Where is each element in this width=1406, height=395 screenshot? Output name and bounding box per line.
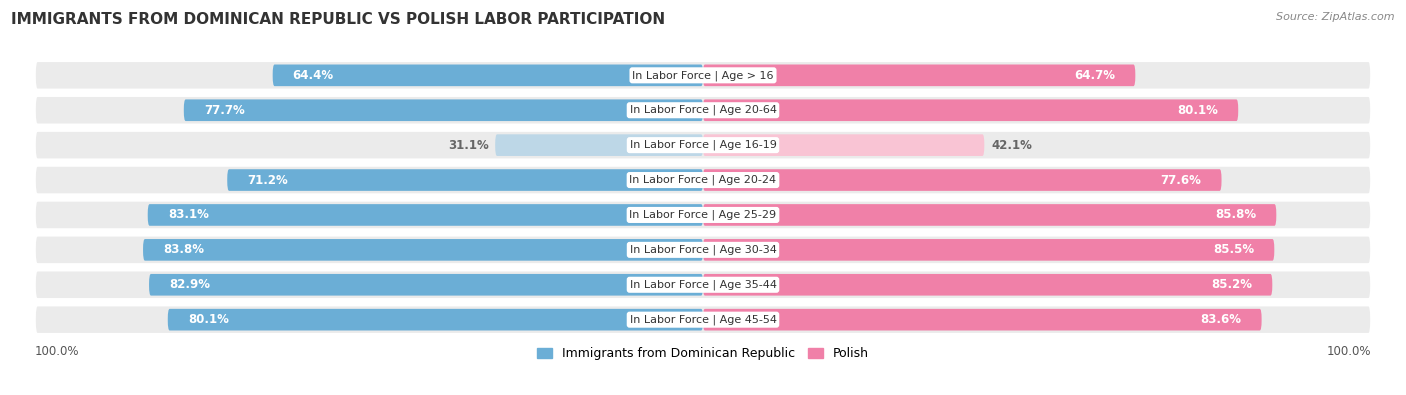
- FancyBboxPatch shape: [703, 134, 984, 156]
- FancyBboxPatch shape: [703, 169, 1222, 191]
- Text: 77.6%: 77.6%: [1160, 173, 1202, 186]
- Legend: Immigrants from Dominican Republic, Polish: Immigrants from Dominican Republic, Poli…: [533, 342, 873, 365]
- FancyBboxPatch shape: [273, 64, 703, 86]
- Text: 64.4%: 64.4%: [292, 69, 333, 82]
- Text: 83.6%: 83.6%: [1201, 313, 1241, 326]
- FancyBboxPatch shape: [35, 235, 1371, 264]
- Text: 64.7%: 64.7%: [1074, 69, 1115, 82]
- FancyBboxPatch shape: [148, 204, 703, 226]
- Text: 100.0%: 100.0%: [1327, 345, 1371, 358]
- Text: In Labor Force | Age 45-54: In Labor Force | Age 45-54: [630, 314, 776, 325]
- Text: Source: ZipAtlas.com: Source: ZipAtlas.com: [1277, 12, 1395, 22]
- Text: 100.0%: 100.0%: [35, 345, 79, 358]
- FancyBboxPatch shape: [149, 274, 703, 295]
- Text: 71.2%: 71.2%: [247, 173, 288, 186]
- Text: In Labor Force | Age 30-34: In Labor Force | Age 30-34: [630, 245, 776, 255]
- Text: IMMIGRANTS FROM DOMINICAN REPUBLIC VS POLISH LABOR PARTICIPATION: IMMIGRANTS FROM DOMINICAN REPUBLIC VS PO…: [11, 12, 665, 27]
- Text: In Labor Force | Age 35-44: In Labor Force | Age 35-44: [630, 280, 776, 290]
- Text: In Labor Force | Age > 16: In Labor Force | Age > 16: [633, 70, 773, 81]
- Text: In Labor Force | Age 16-19: In Labor Force | Age 16-19: [630, 140, 776, 150]
- Text: 42.1%: 42.1%: [991, 139, 1032, 152]
- FancyBboxPatch shape: [703, 100, 1239, 121]
- Text: 83.1%: 83.1%: [167, 209, 208, 222]
- FancyBboxPatch shape: [228, 169, 703, 191]
- FancyBboxPatch shape: [703, 204, 1277, 226]
- Text: 83.8%: 83.8%: [163, 243, 204, 256]
- Text: 77.7%: 77.7%: [204, 104, 245, 117]
- Text: 85.5%: 85.5%: [1213, 243, 1254, 256]
- Text: In Labor Force | Age 20-24: In Labor Force | Age 20-24: [630, 175, 776, 185]
- FancyBboxPatch shape: [35, 305, 1371, 334]
- FancyBboxPatch shape: [35, 131, 1371, 160]
- FancyBboxPatch shape: [143, 239, 703, 261]
- Text: In Labor Force | Age 20-64: In Labor Force | Age 20-64: [630, 105, 776, 115]
- Text: 82.9%: 82.9%: [169, 278, 209, 291]
- FancyBboxPatch shape: [35, 96, 1371, 124]
- Text: 80.1%: 80.1%: [1177, 104, 1218, 117]
- Text: 31.1%: 31.1%: [447, 139, 488, 152]
- FancyBboxPatch shape: [703, 309, 1261, 331]
- Text: 85.2%: 85.2%: [1211, 278, 1253, 291]
- FancyBboxPatch shape: [35, 271, 1371, 299]
- Text: 85.8%: 85.8%: [1215, 209, 1257, 222]
- FancyBboxPatch shape: [703, 274, 1272, 295]
- FancyBboxPatch shape: [184, 100, 703, 121]
- FancyBboxPatch shape: [167, 309, 703, 331]
- Text: 80.1%: 80.1%: [188, 313, 229, 326]
- FancyBboxPatch shape: [703, 239, 1274, 261]
- FancyBboxPatch shape: [35, 166, 1371, 194]
- FancyBboxPatch shape: [35, 61, 1371, 90]
- FancyBboxPatch shape: [495, 134, 703, 156]
- FancyBboxPatch shape: [35, 201, 1371, 229]
- Text: In Labor Force | Age 25-29: In Labor Force | Age 25-29: [630, 210, 776, 220]
- FancyBboxPatch shape: [703, 64, 1135, 86]
